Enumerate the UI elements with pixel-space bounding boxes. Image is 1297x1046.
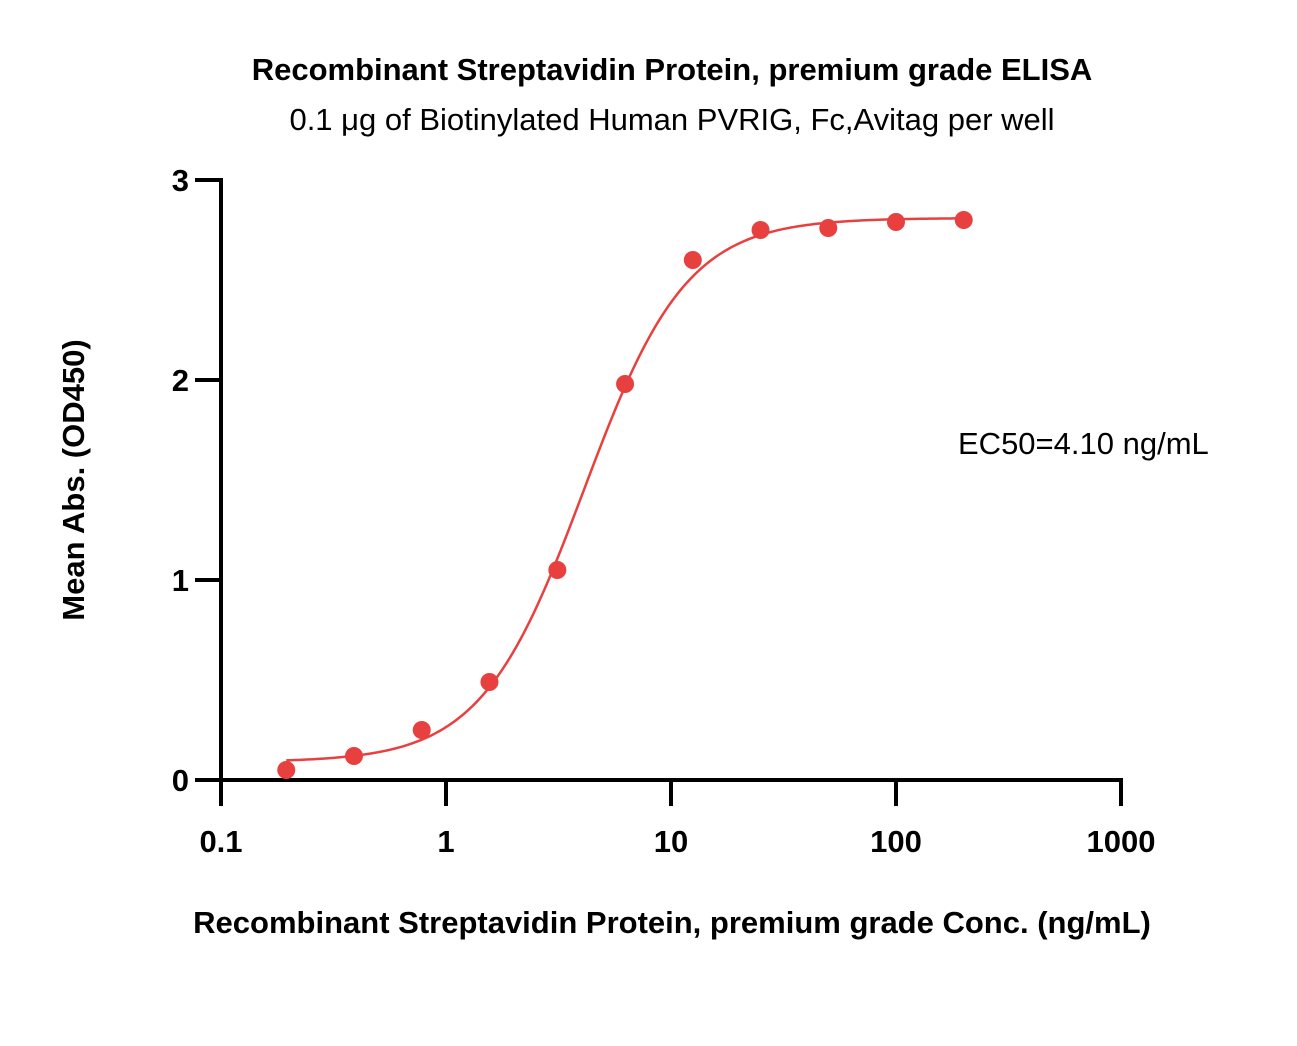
data-point xyxy=(412,721,431,739)
x-tick-label: 100 xyxy=(870,824,922,859)
fit-curve-layer xyxy=(286,217,964,762)
x-tick-label: 0.1 xyxy=(199,824,242,859)
data-point xyxy=(819,219,838,237)
data-point xyxy=(954,211,973,229)
data-point xyxy=(548,561,567,579)
data-points xyxy=(277,211,973,779)
data-point xyxy=(751,221,770,239)
data-point xyxy=(887,213,905,231)
y-tick-label: 0 xyxy=(172,763,189,798)
y-tick-label: 3 xyxy=(172,163,189,198)
axes: 0 1 2 3 0.1 1 10 100 1000 xyxy=(172,163,1156,859)
data-point xyxy=(277,761,296,779)
x-tick-label: 10 xyxy=(654,824,688,859)
chart-subtitle: 0.1 μg of Biotinylated Human PVRIG, Fc,A… xyxy=(289,102,1054,137)
x-axis-label: Recombinant Streptavidin Protein, premiu… xyxy=(193,905,1151,940)
y-tick-label: 2 xyxy=(172,363,189,398)
x-tick-label: 1000 xyxy=(1087,824,1156,859)
ec50-annotation: EC50=4.10 ng/mL xyxy=(958,426,1209,461)
x-tick-label: 1 xyxy=(437,824,454,859)
data-point xyxy=(480,673,499,691)
fit-curve xyxy=(286,217,964,762)
chart-title: Recombinant Streptavidin Protein, premiu… xyxy=(252,52,1093,87)
data-point xyxy=(683,251,702,269)
data-point xyxy=(616,375,635,393)
y-axis-label: Mean Abs. (OD450) xyxy=(56,339,91,620)
y-tick-label: 1 xyxy=(172,563,189,598)
data-point xyxy=(344,747,363,765)
